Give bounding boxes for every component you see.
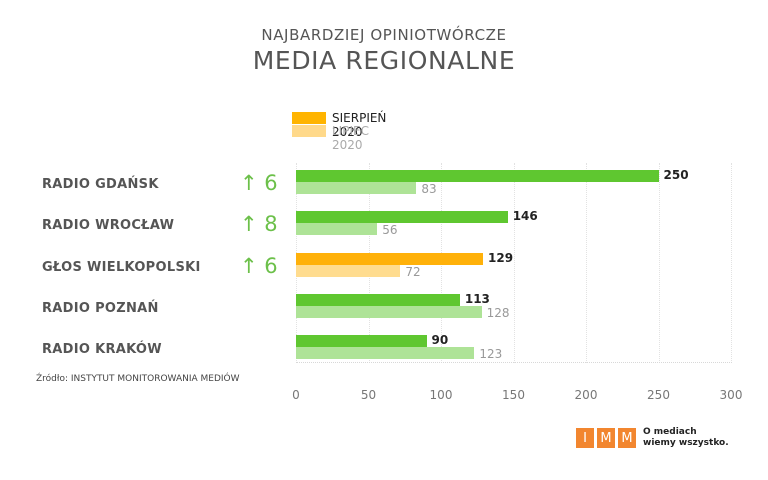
category-label: RADIO WROCŁAW [42,218,175,234]
bar-previous [296,182,417,194]
logo-letter: M [597,428,615,448]
source-note: Źródło: INSTYTUT MONITOROWANIA MEDIÓW [36,374,240,384]
logo-letter: M [618,428,636,448]
bar-previous [296,347,475,360]
x-axis-baseline [296,362,732,363]
value-label-previous: 72 [405,264,421,279]
bar-previous [296,223,378,236]
x-tick-label: 50 [360,388,377,402]
bar-current [296,211,508,224]
category-label: RADIO KRAKÓW [42,342,162,358]
value-label-previous: 83 [421,182,437,196]
gridline [658,163,660,363]
category-label: RADIO POZNAŃ [42,300,159,316]
rank-change-up-arrow: ↑ 6 [240,253,278,278]
bar-previous [296,305,482,318]
legend-swatch-current [292,112,326,124]
gridline [731,163,732,363]
logo-letter: I [576,428,594,448]
legend-swatch-previous [292,125,326,137]
bar-current [296,252,484,265]
bar-previous [296,264,401,277]
value-label-current: 250 [663,168,689,182]
logo-tagline: O mediach wiemy wszystko. [643,427,729,449]
value-label-previous: 123 [479,347,503,362]
gridline [586,163,587,363]
value-label-current: 146 [512,209,538,224]
chart-title: MEDIA REGIONALNE [252,46,516,75]
x-tick-label: 100 [429,388,453,402]
value-label-current: 129 [488,250,514,265]
x-tick-label: 150 [502,388,525,402]
legend-label: LIPIEC 2020 [332,124,369,152]
x-tick-label: 0 [292,388,300,402]
x-tick-label: 200 [574,388,598,402]
bar-current [296,293,460,306]
tagline-line1: O mediach [643,427,697,437]
x-tick-label: 250 [647,388,670,402]
legend-label: SIERPIEŃ 2020 [332,111,387,139]
value-label-current: 90 [431,333,449,348]
rank-change-up-arrow: ↑ 8 [240,212,278,237]
category-label: RADIO GDAŃSK [42,177,159,192]
x-tick-label: 300 [719,388,743,402]
tagline-line2: wiemy wszystko. [643,438,729,448]
chart-subtitle: NAJBARDZIEJ OPINIOTWÓRCZE [261,26,507,44]
category-label: GŁOS WIELKOPOLSKI [42,259,201,275]
imm-logo: I M M O mediach wiemy wszystko. [576,427,729,449]
value-label-previous: 56 [382,223,398,238]
gridline [513,163,515,363]
bar-current [296,170,659,182]
bar-current [296,335,427,348]
value-label-previous: 128 [486,305,510,320]
value-label-current: 113 [464,291,490,306]
rank-change-up-arrow: ↑ 6 [240,171,278,195]
